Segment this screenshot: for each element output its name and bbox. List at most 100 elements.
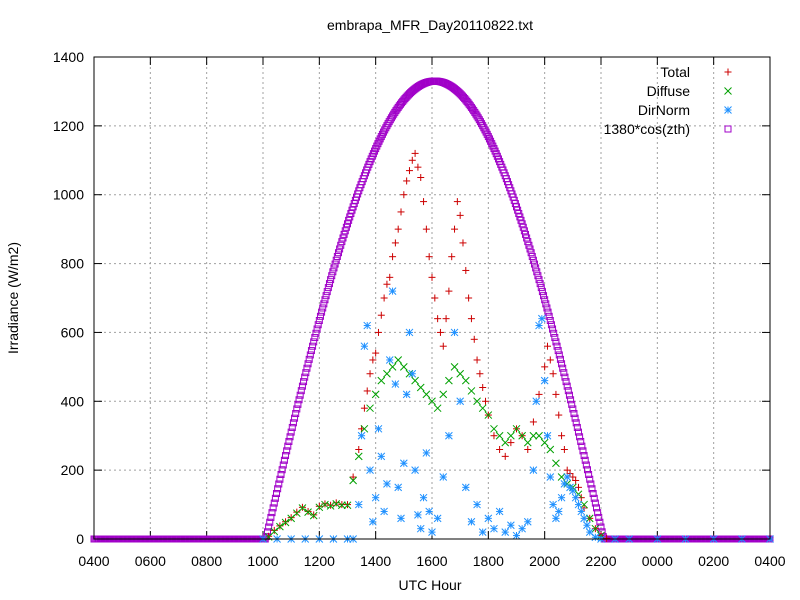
data-point [467,517,476,526]
data-point [532,397,541,406]
data-point [561,373,569,381]
data-point [570,410,578,418]
data-point [416,383,425,392]
y-axis-label: Irradiance (W/m2) [5,242,21,354]
data-point [576,433,584,441]
data-point [450,363,459,371]
data-point [524,445,532,453]
data-point [274,485,282,493]
data-point [507,439,515,447]
data-point [265,523,273,531]
data-point [304,508,312,516]
data-point [590,494,598,502]
data-point [596,518,604,526]
data-point [456,369,465,378]
data-point [300,378,308,386]
data-point [520,227,528,235]
x-tick-label: 2200 [585,553,616,569]
legend: Total Diffuse DirNorm 1380*cos(zth) [604,64,732,137]
data-point [585,514,594,523]
data-point [281,518,290,527]
data-point [560,369,568,377]
legend-marker [724,87,732,95]
data-point [405,167,413,175]
data-point [433,514,442,523]
data-point [553,342,561,350]
data-point [533,268,541,276]
data-point [442,315,450,323]
data-point [583,521,591,530]
data-point [459,239,467,247]
data-point [478,528,487,536]
data-point [543,342,551,350]
data-point [580,500,588,509]
data-point [280,456,288,464]
data-point [270,526,278,534]
data-point [408,156,416,164]
x-tick-label: 1000 [247,553,278,569]
data-point [416,524,425,533]
data-point [555,411,563,419]
y-tick-label: 1400 [53,49,84,65]
legend-marker [724,68,732,76]
data-point [439,390,448,399]
legend-marker [724,106,732,114]
data-point [328,272,336,280]
data-point [380,507,388,516]
data-point [585,470,593,478]
x-tick-label: 1600 [416,553,447,569]
data-point [490,424,498,433]
data-point [476,370,484,378]
data-point [334,249,342,257]
data-point [295,396,303,404]
data-point [567,396,575,404]
data-point [538,288,546,296]
data-point [273,490,281,498]
data-point [383,480,391,488]
data-point [482,128,490,136]
data-point [377,452,386,461]
data-point [333,252,341,260]
data-point [532,264,540,272]
data-point [425,507,434,516]
data-point [439,473,448,481]
data-point [331,260,339,268]
data-point [523,517,532,526]
data-point [543,431,552,440]
data-point [385,356,394,364]
data-point [326,502,335,510]
data-point [375,137,383,145]
data-point [377,311,385,319]
data-point [549,370,557,378]
legend-marker [724,125,732,133]
data-point [422,390,431,399]
data-point [554,507,563,516]
data-point [586,475,594,483]
data-point [321,296,329,304]
data-point [425,253,433,261]
data-point [332,500,341,508]
data-point [535,321,543,330]
data-point [403,177,411,185]
data-point [349,476,357,485]
data-point [545,312,553,320]
y-tick-label: 1200 [53,118,84,134]
data-point [501,528,510,536]
data-point [378,130,386,138]
data-point [278,466,286,474]
data-point [565,391,573,399]
data-point [304,360,312,368]
data-point [467,315,475,323]
data-point [587,480,595,488]
data-point [306,351,314,359]
data-point [481,126,489,134]
data-point [507,431,515,440]
data-point [581,456,589,464]
data-point [574,428,582,436]
data-point [315,503,324,512]
data-point [529,418,537,426]
data-point [568,400,576,408]
data-point [391,380,400,388]
data-point [540,438,549,447]
data-point [296,391,304,399]
